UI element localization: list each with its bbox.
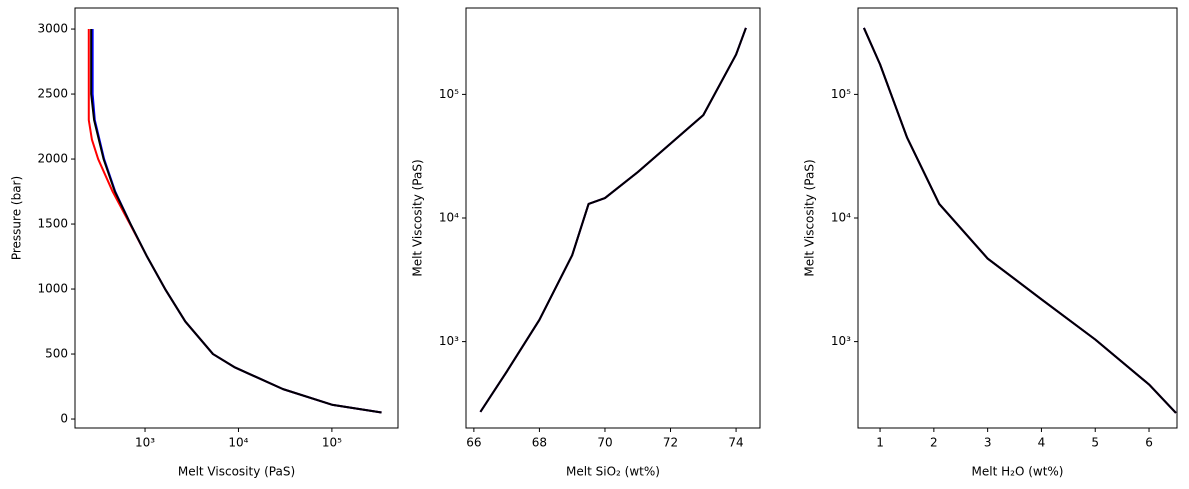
- subplot: 66 68 70 72 74 10³ 10⁴ 10⁵ Melt SiO₂ (wt%) Melt V…: [411, 7, 761, 479]
- y-tick-label: 10⁴: [831, 211, 851, 225]
- x-axis-label: Melt SiO₂ (wt%): [566, 465, 660, 479]
- y-tick-label: 1000: [37, 282, 68, 296]
- y-tick-label: 2500: [37, 87, 68, 101]
- x-tick-label: 72: [663, 436, 678, 450]
- curve: [863, 27, 1177, 414]
- y-tick-label: 1500: [37, 217, 68, 231]
- curve: [90, 29, 382, 414]
- y-tick-label: 10⁴: [439, 211, 459, 225]
- axes-frame: [857, 7, 1178, 429]
- curve: [863, 27, 1177, 414]
- x-tick-label: 10³: [135, 436, 155, 450]
- axes-frame: [74, 7, 399, 429]
- x-tick-label: 5: [1091, 436, 1099, 450]
- x-tick-label: 70: [597, 436, 612, 450]
- curve: [479, 27, 747, 413]
- y-tick-label: 10³: [831, 334, 851, 348]
- y-tick-label: 0: [60, 412, 68, 426]
- x-tick-label: 68: [532, 436, 547, 450]
- x-tick-label: 6: [1145, 436, 1153, 450]
- y-tick-label: 3000: [37, 22, 68, 36]
- x-tick-label: 74: [728, 436, 743, 450]
- subplot: 1 2 3 4 5 6 10³ 10⁴ 10⁵ Melt H₂O (wt%) Melt Viscos…: [803, 7, 1178, 479]
- y-axis-label: Melt Viscosity (PaS): [803, 159, 817, 276]
- curve: [91, 29, 382, 414]
- x-tick-label: 10⁴: [228, 436, 248, 450]
- x-axis-label: Melt Viscosity (PaS): [178, 465, 295, 479]
- subplot: 10³ 10⁴ 10⁵ 0 500 1000 1500 2000 2500 3000 Melt Vi…: [10, 7, 399, 479]
- curve: [479, 27, 747, 413]
- x-tick-label: 4: [1038, 436, 1046, 450]
- x-tick-label: 10⁵: [322, 436, 342, 450]
- curve: [863, 27, 1177, 414]
- y-tick-label: 10⁵: [831, 87, 851, 101]
- y-tick-label: 10³: [439, 334, 459, 348]
- y-tick-label: 10⁵: [439, 87, 459, 101]
- x-tick-label: 2: [930, 436, 938, 450]
- x-tick-label: 3: [984, 436, 992, 450]
- curve: [479, 27, 747, 413]
- y-axis-label: Pressure (bar): [10, 176, 24, 260]
- x-axis-label: Melt H₂O (wt%): [972, 465, 1064, 479]
- x-tick-label: 66: [466, 436, 481, 450]
- curve: [87, 29, 382, 414]
- y-tick-label: 2000: [37, 152, 68, 166]
- y-tick-label: 500: [45, 347, 68, 361]
- x-tick-label: 1: [876, 436, 884, 450]
- y-axis-label: Melt Viscosity (PaS): [411, 159, 425, 276]
